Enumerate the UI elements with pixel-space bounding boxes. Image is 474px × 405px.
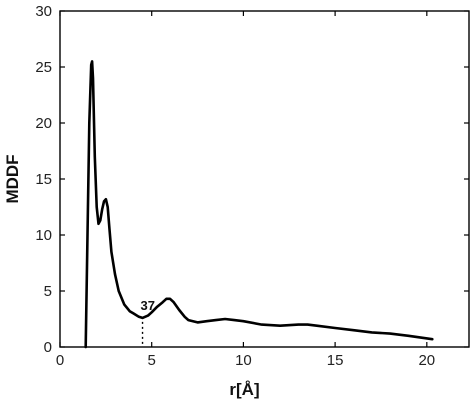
x-axis-title: r[Å] [229, 380, 259, 399]
x-tick-label: 0 [56, 352, 64, 369]
y-tick-label: 15 [35, 171, 52, 188]
mddf-series-line [84, 60, 434, 349]
marker-annotation: 37 [141, 298, 155, 313]
y-tick-label: 20 [35, 115, 52, 132]
y-tick-label: 0 [44, 339, 52, 356]
x-tick-label: 5 [148, 352, 156, 369]
x-tick-label: 10 [235, 352, 252, 369]
y-tick-label: 5 [44, 283, 52, 300]
x-tick-label: 15 [327, 352, 344, 369]
y-tick-label: 10 [35, 227, 52, 244]
y-tick-label: 30 [35, 3, 52, 20]
y-tick-label: 25 [35, 59, 52, 76]
y-axis-title: MDDF [3, 154, 22, 203]
ticks: 0 5 10 15 20 0 5 10 15 20 25 30 [35, 3, 469, 369]
x-tick-label: 20 [418, 352, 435, 369]
